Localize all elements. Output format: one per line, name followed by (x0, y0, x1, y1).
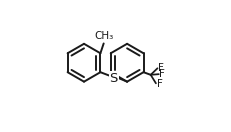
Text: F: F (158, 63, 163, 73)
Text: CH₃: CH₃ (94, 31, 113, 41)
Text: S: S (109, 72, 117, 85)
Text: F: F (156, 79, 162, 89)
Text: F: F (159, 69, 165, 79)
